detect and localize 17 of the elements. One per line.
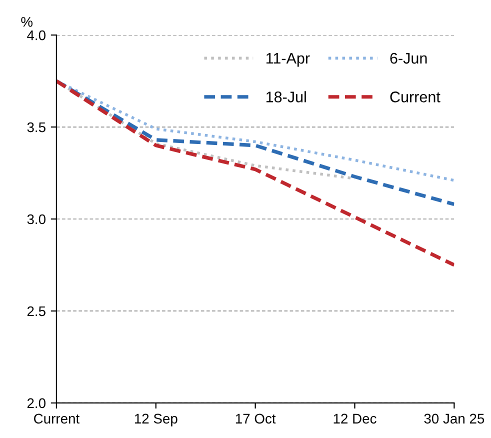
y-tick-label: 3.5: [27, 122, 46, 132]
x-tick-label: Current: [34, 414, 80, 424]
x-tick-label: 12 Sep: [134, 414, 178, 426]
legend-label: 6-Jun: [390, 52, 427, 64]
legend-label: 11-Apr: [266, 53, 310, 67]
y-axis-title: %: [21, 17, 33, 27]
x-tick-label: 30 Jan 25: [424, 414, 484, 424]
x-tick-label: 12 Dec: [334, 414, 376, 424]
x-tick-label: 17 Oct: [236, 414, 276, 424]
line-series: [56, 79, 454, 206]
legend-label: Current: [390, 92, 440, 102]
y-tick-label: 4.0: [27, 30, 46, 40]
y-tick-label: 3.0: [27, 214, 46, 224]
line-series: [56, 79, 454, 267]
legend-label: 18-Jul: [266, 91, 306, 102]
y-tick-label: 2.0: [27, 398, 46, 408]
y-tick-label: 2.5: [27, 306, 46, 316]
